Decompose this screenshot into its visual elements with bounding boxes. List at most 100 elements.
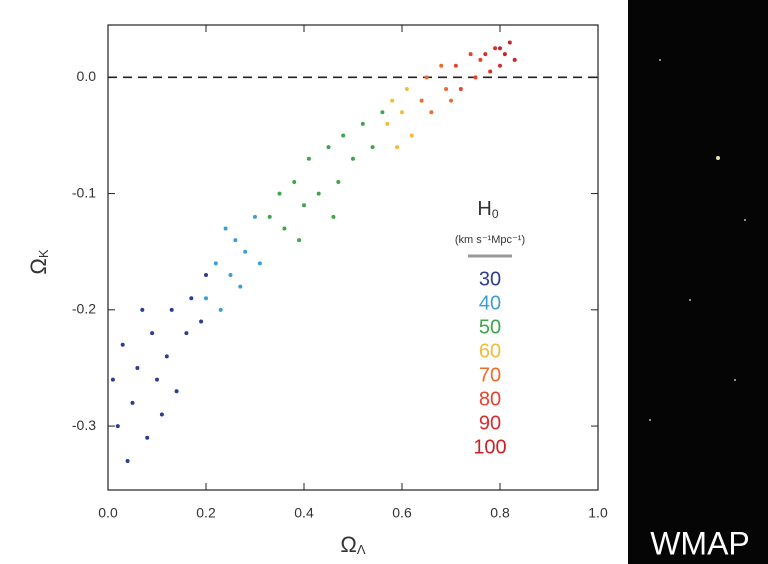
point: [488, 69, 493, 74]
side-label: WMAP: [650, 525, 750, 561]
point: [360, 121, 365, 126]
point: [429, 110, 434, 115]
point: [493, 46, 498, 51]
plot-frame: [107, 24, 599, 491]
legend-entry: 60: [479, 340, 501, 362]
point: [404, 86, 409, 91]
x-axis-subscript: Λ: [357, 542, 366, 557]
point: [120, 342, 125, 347]
point: [331, 214, 336, 219]
point: [223, 226, 228, 231]
star: [716, 156, 720, 160]
point: [498, 63, 502, 68]
point: [483, 52, 488, 57]
point: [302, 203, 306, 208]
point: [115, 424, 120, 429]
point: [380, 110, 385, 115]
point: [473, 75, 478, 80]
legend-entry: 90: [479, 412, 501, 434]
point: [140, 307, 145, 312]
point: [253, 214, 257, 219]
point: [453, 63, 458, 68]
x-tick-label: 0.2: [196, 505, 216, 521]
point: [341, 133, 346, 138]
x-tick-label: 0.6: [392, 505, 412, 521]
star: [744, 219, 746, 221]
chart-panel: [0, 0, 628, 564]
y-axis-symbol: Ω: [26, 258, 51, 274]
point: [204, 272, 208, 277]
star: [689, 299, 691, 301]
legend-title: H0: [477, 198, 498, 221]
x-tick-label: 0.4: [294, 505, 314, 521]
point: [419, 98, 424, 103]
star: [734, 379, 736, 381]
point: [228, 272, 233, 277]
point: [218, 307, 223, 312]
point: [336, 179, 341, 184]
legend-subscript: 0: [492, 207, 499, 221]
y-tick-label: -0.1: [72, 184, 96, 200]
point: [150, 331, 155, 336]
star: [659, 59, 661, 61]
point: [267, 214, 272, 219]
point: [395, 145, 400, 150]
point: [159, 412, 164, 417]
point: [449, 98, 453, 103]
x-tick-label: 0.0: [98, 505, 118, 521]
point: [498, 46, 502, 51]
point: [507, 40, 512, 45]
point: [444, 86, 449, 91]
point: [189, 296, 194, 301]
point: [238, 284, 243, 289]
point: [292, 179, 297, 184]
point: [326, 145, 331, 150]
x-axis-symbol: Ω: [340, 532, 356, 557]
point: [351, 156, 355, 161]
point: [306, 156, 311, 161]
stars: [649, 59, 746, 421]
legend-entry: 100: [473, 436, 506, 458]
point: [458, 86, 463, 91]
point: [502, 52, 507, 57]
point: [174, 389, 179, 394]
x-axis-label: ΩΛ: [340, 532, 365, 558]
point: [409, 133, 414, 138]
point: [204, 296, 208, 301]
point: [316, 191, 321, 196]
y-axis-label: ΩK: [26, 249, 52, 274]
point: [468, 52, 473, 57]
legend-entry: 80: [479, 388, 501, 410]
point: [400, 110, 404, 115]
y-tick-label: -0.2: [72, 301, 96, 317]
point: [282, 226, 287, 231]
legend-symbol: H: [477, 198, 491, 220]
point: [243, 249, 248, 254]
point: [257, 261, 262, 266]
point: [233, 238, 238, 243]
point: [385, 121, 390, 126]
point: [370, 145, 375, 150]
point: [130, 400, 135, 405]
x-tick-label: 0.8: [490, 505, 510, 521]
point: [424, 75, 429, 80]
point: [390, 98, 395, 103]
point: [213, 261, 218, 266]
legend-entry: 30: [479, 268, 501, 290]
point: [135, 365, 140, 370]
point: [439, 63, 444, 68]
point: [184, 331, 189, 336]
legend-units: (km s⁻¹Mpc⁻¹): [455, 234, 525, 246]
point: [145, 435, 150, 440]
point: [512, 57, 517, 62]
y-tick-label: 0.0: [77, 68, 97, 84]
point: [110, 377, 115, 382]
y-axis-subscript: K: [36, 249, 51, 258]
legend-entry: 50: [479, 316, 501, 338]
point: [169, 307, 174, 312]
star: [649, 419, 651, 421]
point: [155, 377, 159, 382]
point: [164, 354, 169, 359]
y-tick-label: -0.3: [72, 417, 96, 433]
